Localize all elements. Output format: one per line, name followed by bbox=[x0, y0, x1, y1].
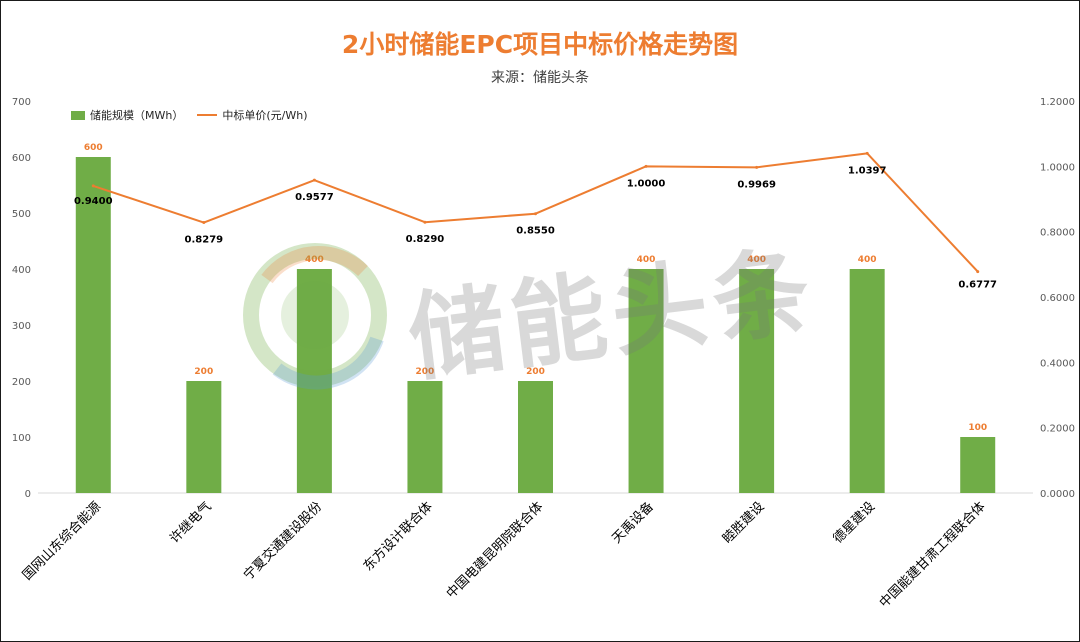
bar-value-label: 400 bbox=[747, 255, 766, 265]
line-value-label: 0.8279 bbox=[185, 235, 224, 246]
y-left-tick-label: 400 bbox=[12, 265, 31, 276]
x-tick-label: 许继电气 bbox=[167, 499, 215, 547]
line-point bbox=[312, 178, 316, 182]
y-left-tick-label: 500 bbox=[12, 209, 31, 220]
bar bbox=[628, 269, 664, 493]
x-tick-label: 德星建设 bbox=[831, 499, 878, 546]
x-tick-label: 中国电建昆明院联合体 bbox=[444, 499, 547, 602]
legend-item-line: 中标单价(元/Wh) bbox=[197, 107, 307, 123]
y-left-tick-label: 200 bbox=[12, 377, 31, 388]
y-left-tick-label: 0 bbox=[25, 489, 31, 500]
y-left-tick-label: 300 bbox=[12, 321, 31, 332]
bar bbox=[407, 381, 443, 493]
y-left-tick-label: 100 bbox=[12, 433, 31, 444]
bar bbox=[739, 269, 775, 493]
bar bbox=[960, 437, 996, 493]
bar bbox=[75, 157, 111, 493]
bar-value-label: 200 bbox=[194, 367, 213, 377]
chart-subtitle: 来源：储能头条 bbox=[491, 70, 589, 86]
y-right-tick-label: 0.0000 bbox=[1040, 489, 1075, 500]
line-value-label: 0.9969 bbox=[737, 179, 776, 190]
legend-label-line: 中标单价(元/Wh) bbox=[222, 109, 308, 122]
legend-item-bar: 储能规模（MWh） bbox=[71, 107, 183, 123]
bar-value-label: 200 bbox=[416, 367, 435, 377]
bar-value-label: 400 bbox=[637, 255, 656, 265]
legend: 储能规模（MWh） 中标单价(元/Wh) bbox=[71, 107, 321, 123]
bar-value-label: 400 bbox=[305, 255, 324, 265]
bar bbox=[186, 381, 222, 493]
line-value-label: 1.0397 bbox=[848, 165, 887, 176]
x-tick-label: 天禹设备 bbox=[609, 499, 657, 547]
x-tick-label: 宁夏交通建设股份 bbox=[240, 499, 325, 584]
x-tick-label: 东方设计联合体 bbox=[360, 499, 436, 575]
line-point bbox=[423, 220, 427, 224]
bar bbox=[518, 381, 553, 493]
legend-swatch-line bbox=[197, 114, 218, 116]
x-tick-label: 国网山东综合能源 bbox=[20, 499, 104, 583]
line-value-label: 1.0000 bbox=[627, 178, 666, 189]
bar-value-label: 100 bbox=[968, 423, 987, 433]
y-right-tick-label: 0.6000 bbox=[1040, 293, 1075, 304]
bar bbox=[296, 269, 332, 493]
x-tick-label: 中国能建甘肃工程联合体 bbox=[877, 499, 989, 611]
legend-swatch-bar bbox=[71, 110, 85, 120]
line-point bbox=[202, 221, 206, 225]
line-value-label: 0.8550 bbox=[516, 226, 555, 237]
y-right-tick-label: 1.0000 bbox=[1040, 162, 1075, 173]
line-value-label: 0.9400 bbox=[74, 196, 113, 207]
line-value-label: 0.9577 bbox=[295, 192, 334, 203]
line-point bbox=[534, 212, 537, 216]
x-tick-label: 睦胜建设 bbox=[719, 499, 767, 547]
legend-label-bar: 储能规模（MWh） bbox=[90, 109, 184, 122]
line-point bbox=[755, 165, 759, 169]
line-point bbox=[976, 270, 980, 274]
y-left-tick-label: 700 bbox=[12, 97, 31, 108]
line-point bbox=[865, 151, 869, 155]
y-right-tick-label: 0.8000 bbox=[1040, 228, 1075, 239]
bar-value-label: 600 bbox=[84, 143, 103, 153]
bar-value-label: 200 bbox=[526, 367, 545, 377]
chart-title: 2小时储能EPC项目中标价格走势图 bbox=[341, 30, 739, 59]
line-point bbox=[91, 184, 95, 188]
line-value-label: 0.6777 bbox=[958, 280, 997, 291]
line-point bbox=[644, 164, 648, 168]
bar bbox=[849, 269, 885, 493]
line-value-label: 0.8290 bbox=[406, 234, 445, 245]
y-right-tick-label: 0.4000 bbox=[1040, 358, 1075, 369]
y-left-tick-label: 600 bbox=[12, 153, 31, 164]
bar-value-label: 400 bbox=[858, 255, 877, 265]
y-right-tick-label: 1.2000 bbox=[1040, 97, 1075, 108]
y-right-tick-label: 0.2000 bbox=[1040, 424, 1075, 435]
